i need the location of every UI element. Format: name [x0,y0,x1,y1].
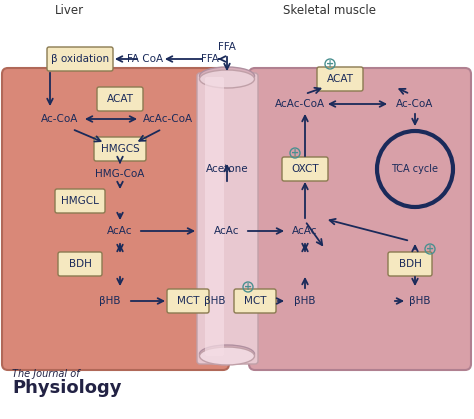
Text: FFA: FFA [201,54,219,64]
FancyBboxPatch shape [94,137,146,161]
FancyBboxPatch shape [205,77,224,356]
Ellipse shape [200,67,255,85]
Text: ACAT: ACAT [327,74,354,84]
FancyBboxPatch shape [282,157,328,181]
Text: AcAc: AcAc [214,226,240,236]
FancyBboxPatch shape [388,252,432,276]
Ellipse shape [200,345,255,363]
Text: Liver: Liver [55,5,84,18]
Text: HMGCS: HMGCS [100,144,139,154]
Text: Ac-CoA: Ac-CoA [41,114,79,124]
FancyBboxPatch shape [249,68,471,370]
Text: +: + [426,244,434,254]
Text: HMGCL: HMGCL [61,196,99,206]
Text: HMG-CoA: HMG-CoA [95,169,145,179]
FancyBboxPatch shape [55,189,105,213]
Text: Ac-CoA: Ac-CoA [396,99,434,109]
Text: +: + [326,59,334,69]
FancyBboxPatch shape [47,47,113,71]
Text: FA CoA: FA CoA [127,54,163,64]
Text: βHB: βHB [409,296,431,306]
Text: MCT: MCT [244,296,266,306]
Text: Physiology: Physiology [12,379,121,397]
Text: AcAc-CoA: AcAc-CoA [143,114,193,124]
Text: βHB: βHB [294,296,316,306]
Text: Acetone: Acetone [206,164,248,174]
FancyBboxPatch shape [97,87,143,111]
Text: Skeletal muscle: Skeletal muscle [283,5,376,18]
Text: βHB: βHB [204,296,226,306]
Text: +: + [244,282,252,292]
Text: βHB: βHB [99,296,121,306]
Text: +: + [291,148,299,158]
Text: FFA: FFA [218,42,236,52]
Text: BDH: BDH [399,259,421,269]
FancyBboxPatch shape [234,289,276,313]
FancyBboxPatch shape [2,68,229,370]
Text: BDH: BDH [69,259,91,269]
Text: AcAc: AcAc [292,226,318,236]
FancyBboxPatch shape [197,73,258,364]
Text: AcAc: AcAc [107,226,133,236]
Ellipse shape [200,347,255,365]
FancyBboxPatch shape [58,252,102,276]
Text: β oxidation: β oxidation [51,54,109,64]
Text: AcAc-CoA: AcAc-CoA [275,99,325,109]
Text: TCA cycle: TCA cycle [392,164,438,174]
Text: ACAT: ACAT [107,94,134,104]
Text: OXCT: OXCT [291,164,319,174]
FancyBboxPatch shape [317,67,363,91]
Text: MCT: MCT [177,296,199,306]
FancyBboxPatch shape [167,289,209,313]
Text: The Journal of: The Journal of [12,369,80,379]
Ellipse shape [200,70,255,88]
